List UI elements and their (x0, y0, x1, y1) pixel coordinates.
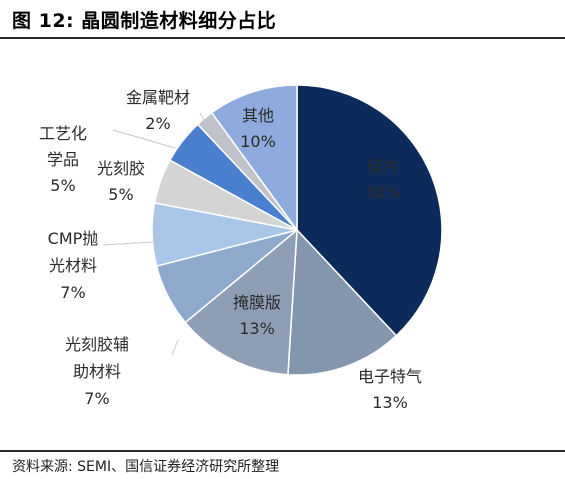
leader-line-7 (199, 112, 207, 125)
slice-label-8: 其他 10% (240, 106, 276, 151)
source-note: 资料来源: SEMI、国信证券经济研究所整理 (12, 459, 280, 475)
pie-slice-8 (210, 84, 298, 233)
slice-label-4: CMP抛光材料 7% (48, 229, 99, 302)
pie-slice-0 (296, 84, 443, 337)
slice-label-6: 工艺化学品 5% (39, 124, 87, 195)
leader-line-3 (171, 339, 179, 356)
pie-slice-1 (287, 228, 398, 376)
top-rule (0, 37, 565, 39)
slice-label-7: 金属靶材 2% (126, 88, 190, 133)
figure-title: 图 12: 晶圆制造材料细分占比 (12, 10, 277, 32)
pie-slice-2 (184, 228, 298, 376)
slice-label-0: 硅片 38% (365, 157, 401, 202)
leader-line-6 (112, 129, 176, 149)
pie-chart: 硅片 38% 电子特气 13% 掩膜版 13% 光刻胶辅助材料 7% CMP抛光材料 7% 光刻胶 5… (39, 84, 443, 412)
bottom-rule (0, 450, 565, 452)
slice-label-5: 光刻胶 5% (97, 159, 145, 204)
slice-label-1: 电子特气 13% (358, 367, 422, 412)
slice-label-3: 光刻胶辅助材料 7% (65, 335, 129, 408)
slice-label-2: 掩膜版 13% (233, 293, 281, 338)
leader-line-4 (102, 241, 154, 246)
